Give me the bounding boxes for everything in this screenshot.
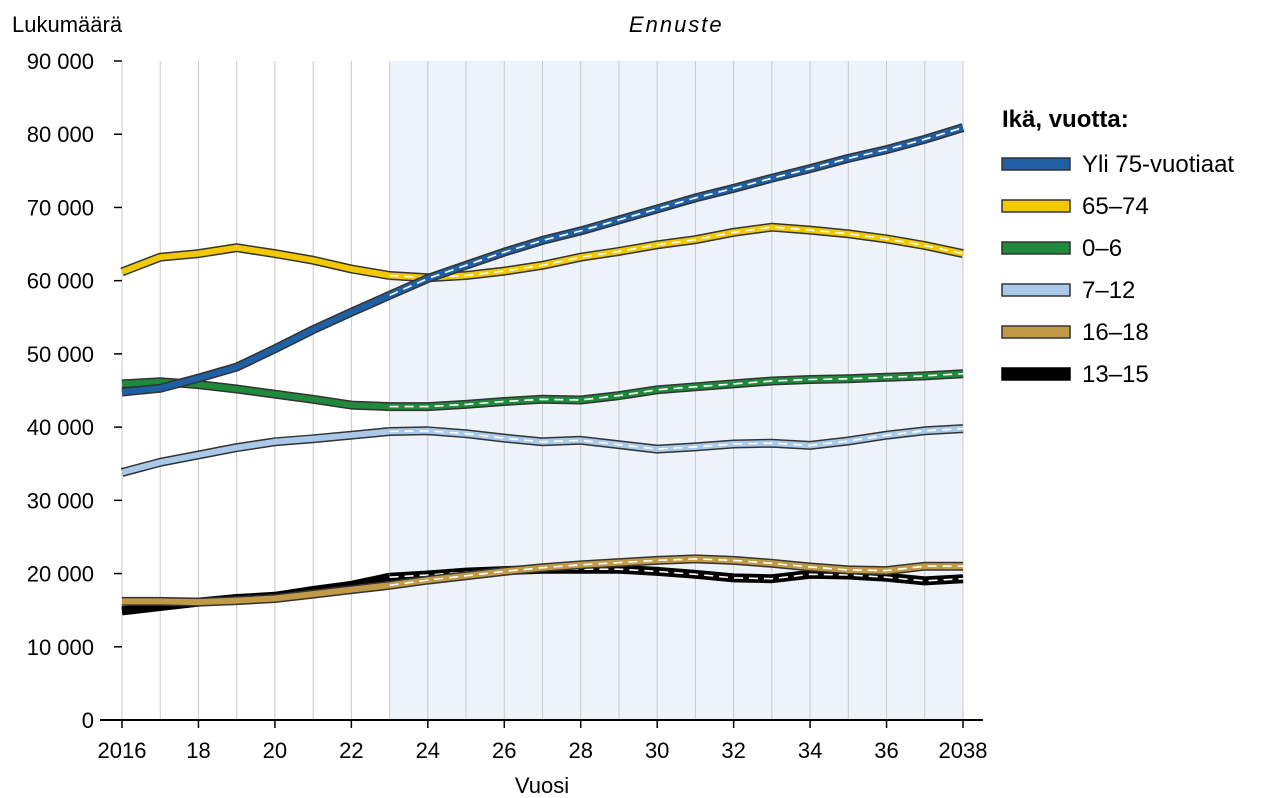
x-tick-label: 2038 <box>939 738 988 763</box>
series-lines <box>120 123 965 616</box>
legend-item-13-15: 13–15 <box>1001 361 1149 388</box>
forecast-label: Ennuste <box>629 12 724 37</box>
legend-item-7-12: 7–12 <box>1001 277 1135 304</box>
series-dash-forecast <box>389 226 964 279</box>
x-axis-ticks: 2016 18 20 22 24 26 28 30 32 34 36 2038 <box>98 720 988 763</box>
y-tick-label: 50 000 <box>27 342 94 367</box>
x-tick-label: 26 <box>492 738 516 763</box>
x-tick-label: 36 <box>874 738 898 763</box>
y-tick-label: 20 000 <box>27 562 94 587</box>
legend: Yli 75-vuotiaat 65–74 0–6 7–12 16–18 13–15 <box>1001 151 1234 388</box>
y-axis-ticks: 0 10 000 20 000 30 000 40 000 50 000 60 000 70 … <box>27 49 122 733</box>
y-tick-label: 30 000 <box>27 488 94 513</box>
series-yli-75-vuotiaat <box>121 123 965 397</box>
series-line-history <box>121 292 391 395</box>
x-tick-label: 24 <box>416 738 440 763</box>
legend-swatch <box>1001 283 1071 297</box>
x-tick-label: 34 <box>798 738 822 763</box>
series-line-history <box>122 582 390 606</box>
legend-label: Yli 75-vuotiaat <box>1082 151 1234 178</box>
x-tick-label: 30 <box>645 738 669 763</box>
series-dash-forecast <box>389 126 964 297</box>
legend-label: 65–74 <box>1082 193 1149 220</box>
legend-swatch <box>1001 157 1071 171</box>
x-axis-label: Vuosi <box>515 773 569 798</box>
legend-swatch <box>1001 241 1071 255</box>
y-tick-label: 90 000 <box>27 49 94 74</box>
x-tick-label: 2016 <box>98 738 147 763</box>
legend-swatch <box>1001 367 1071 381</box>
legend-item-65-74: 65–74 <box>1001 193 1149 220</box>
legend-swatch <box>1001 325 1071 339</box>
x-tick-label: 32 <box>721 738 745 763</box>
y-axis-label: Lukumäärä <box>12 12 123 37</box>
series-dash-forecast <box>389 558 963 587</box>
series-7-12 <box>120 424 964 477</box>
y-tick-label: 0 <box>82 708 94 733</box>
legend-item-16-18: 16–18 <box>1001 319 1149 346</box>
series-line-history <box>121 428 390 476</box>
y-tick-label: 60 000 <box>27 269 94 294</box>
legend-label: 16–18 <box>1082 319 1149 346</box>
y-tick-label: 40 000 <box>27 415 94 440</box>
x-tick-label: 18 <box>186 738 210 763</box>
series-dash-forecast <box>389 427 964 450</box>
legend-title: Ikä, vuotta: <box>1002 106 1129 133</box>
y-tick-label: 10 000 <box>27 635 94 660</box>
legend-item-0-6: 0–6 <box>1001 235 1122 262</box>
series-16-18 <box>122 554 963 607</box>
x-tick-label: 28 <box>568 738 592 763</box>
legend-swatch <box>1001 199 1071 213</box>
x-tick-label: 22 <box>339 738 363 763</box>
y-tick-label: 70 000 <box>27 195 94 220</box>
legend-label: 7–12 <box>1082 277 1135 304</box>
legend-item-yli-75-vuotiaat: Yli 75-vuotiaat <box>1001 151 1234 178</box>
legend-label: 13–15 <box>1082 361 1149 388</box>
series-dash-forecast <box>389 372 964 408</box>
legend-label: 0–6 <box>1082 235 1122 262</box>
y-tick-label: 80 000 <box>27 122 94 147</box>
series-line-history <box>120 244 391 279</box>
series-65-74 <box>120 222 964 283</box>
x-tick-label: 20 <box>263 738 287 763</box>
